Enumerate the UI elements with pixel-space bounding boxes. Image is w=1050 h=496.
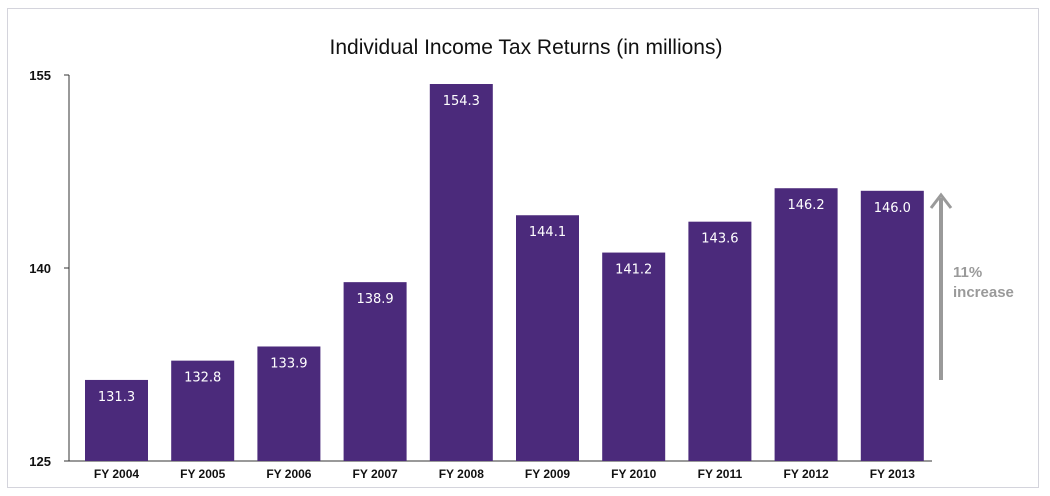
bar-value-label: 138.9 <box>356 292 393 307</box>
annotation-percent: 11% <box>953 264 982 281</box>
bar-value-label: 144.1 <box>529 225 566 240</box>
bar <box>429 84 493 462</box>
bar-value-label: 133.9 <box>270 356 307 371</box>
bar-value-label: 146.0 <box>874 201 911 216</box>
y-tick-label: 140 <box>29 261 51 276</box>
y-tick-label: 155 <box>29 68 51 83</box>
x-axis: FY 2004 FY 2005 FY 2006 FY 2007 FY 2008 FY 20… <box>94 467 915 481</box>
increase-annotation: 11% increase <box>929 192 1014 380</box>
bar-value-label: 141.2 <box>615 263 652 278</box>
bar <box>774 188 838 461</box>
x-tick-label: FY 2013 <box>870 467 915 481</box>
x-tick-label: FY 2006 <box>266 467 311 481</box>
x-tick-label: FY 2009 <box>525 467 570 481</box>
bar-value-label: 131.3 <box>98 390 135 405</box>
x-tick-label: FY 2008 <box>439 467 484 481</box>
bar <box>602 252 666 461</box>
bar <box>516 215 579 461</box>
x-tick-label: FY 2012 <box>784 467 829 481</box>
annotation-label: increase <box>953 284 1014 301</box>
bar <box>860 190 924 462</box>
y-tick-label: 125 <box>29 454 51 469</box>
up-arrow-icon <box>929 192 953 209</box>
x-tick-label: FY 2007 <box>353 467 398 481</box>
x-tick-label: FY 2005 <box>180 467 225 481</box>
bar-value-label: 143.6 <box>701 232 738 247</box>
bar-value-label: 154.3 <box>443 94 480 109</box>
x-tick-label: FY 2010 <box>611 467 656 481</box>
bar <box>343 282 407 461</box>
bar <box>85 379 148 461</box>
bar <box>171 360 235 461</box>
bars: 131.3 132.8 133.9 138.9 154.3 144.1 141.2 143.6… <box>85 84 924 462</box>
bar-value-label: 132.8 <box>184 371 221 386</box>
bar-value-label: 146.2 <box>787 198 824 213</box>
bar <box>688 221 752 461</box>
chart-title: Individual Income Tax Returns (in millio… <box>330 36 723 59</box>
x-tick-label: FY 2011 <box>698 467 743 481</box>
bar <box>257 346 321 461</box>
x-tick-label: FY 2004 <box>94 467 139 481</box>
